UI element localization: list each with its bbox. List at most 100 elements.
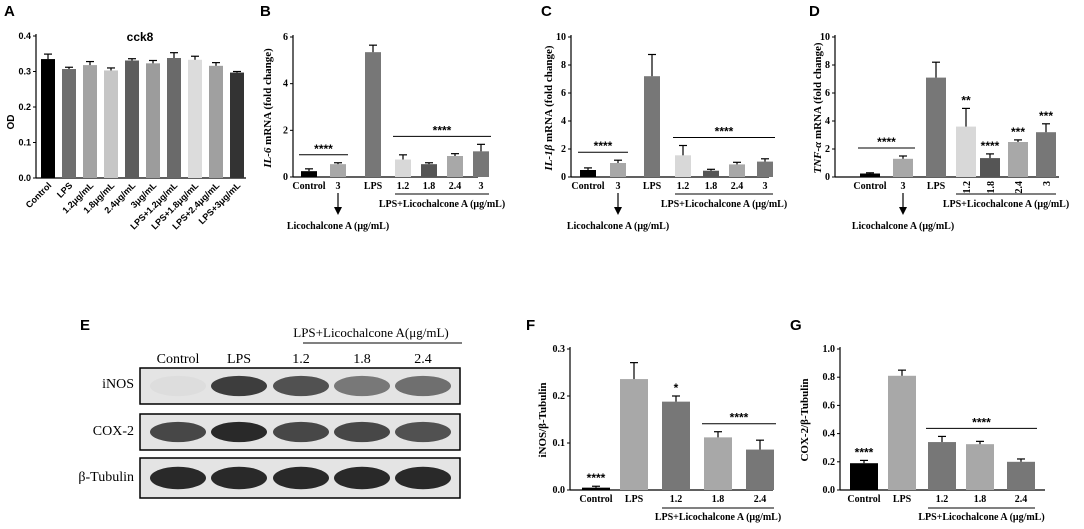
chart-c-sig-stars: **** [594,139,613,153]
chart-c-ytick-label: 8 [561,60,566,71]
chart-c-category-label: 3 [616,181,621,192]
panel-label-a: A [4,3,15,20]
chart-c-category-label: 1.2 [677,181,690,192]
chart-c-ylabel-rest: mRNA (fold change) [543,45,555,145]
chart-c-arrow-label: Licochalcone A (μg/mL) [567,221,669,232]
chart-a-bar [62,69,76,178]
chart-g-category-label: 1.8 [974,494,987,505]
chart-g-category-label: 1.2 [936,494,949,505]
chart-d-ytick-label: 2 [825,144,830,155]
chart-d-ylabel: TNF-α mRNA (fold change) [812,42,824,173]
panel-label-c: C [541,3,552,20]
chart-a-ytick-label: 0.2 [18,102,31,112]
chart-f-bar [620,379,648,490]
chart-b-il6: IL-6 mRNA (fold change) 0 2 4 6 Control 3 LPS 1… [262,32,505,232]
chart-d-bar-stars: **** [981,139,1000,153]
chart-b-bar [395,159,411,177]
chart-c-il1b: IL-1β mRNA (fold change) 0 2 4 6 8 10 Control 3… [543,32,787,232]
chart-a-title: cck8 [127,30,154,44]
blot-row-label-cox2: COX-2 [93,424,134,439]
chart-b-ytick-label: 2 [283,125,288,136]
chart-g-bar-stars: **** [855,445,874,459]
chart-b-ylabel-rest: mRNA (fold change) [262,48,274,148]
chart-a-ytick-label: 0.0 [18,173,31,183]
chart-a-ytick-label: 0.4 [18,31,31,41]
chart-b-bar [330,164,346,177]
chart-c-bar [610,163,626,177]
chart-a-ylabel: OD [6,115,17,130]
chart-g-bar [928,442,956,490]
chart-g-sig-stars: **** [972,415,991,429]
chart-g-ytick-label: 0.8 [823,372,836,383]
chart-b-arrow-label: Licochalcone A (μg/mL) [287,221,389,232]
chart-c-ytick-label: 4 [561,116,566,127]
chart-g-bar [966,444,994,490]
chart-g-cox2: COX-2/β-Tubulin 0.0 0.2 0.4 0.6 0.8 1.0 Contro… [799,344,1045,523]
chart-f-category-label: 1.8 [712,494,725,505]
chart-b-bar [421,164,437,177]
blot-row-label-tubulin: β-Tubulin [78,470,134,485]
chart-f-sig-stars: **** [730,411,749,425]
chart-c-bar [729,164,745,177]
chart-g-category-label: LPS [893,494,912,505]
chart-a-bar [146,63,160,178]
chart-f-bar [746,449,774,490]
blot-band [211,421,267,443]
chart-d-ytick-label: 4 [825,116,830,127]
chart-g-ytick-label: 1.0 [823,344,836,355]
chart-a-category-label: Control [24,180,54,210]
chart-d-bar [1036,132,1056,177]
blot-lane-1-2: 1.2 [292,352,310,367]
chart-c-ylabel-gene: IL-1β [543,144,555,171]
chart-g-ytick-label: 0.2 [823,457,836,468]
chart-g-category-label: 2.4 [1015,494,1028,505]
chart-c-category-label: 1.8 [705,181,718,192]
chart-d-category-label: 1.8 [986,181,997,194]
chart-c-bar [703,170,719,177]
chart-g-group-label: LPS+Licochalcone A (μg/mL) [918,512,1044,523]
blot-band [150,375,206,397]
chart-a-bar [125,60,139,179]
blot-band [395,421,451,443]
chart-c-arrow-head [614,207,622,215]
blot-band [150,421,206,443]
blot-lane-1-8: 1.8 [353,352,371,367]
panel-label-d: D [809,3,820,20]
chart-g-bar [1007,461,1035,490]
blot-band [395,466,451,490]
chart-f-category-label: 2.4 [754,494,767,505]
chart-b-category-label: 1.8 [423,181,436,192]
blot-band [211,375,267,397]
chart-a-bar [83,65,97,178]
chart-b-category-label: 3 [479,181,484,192]
chart-d-ytick-label: 0 [825,172,830,183]
chart-b-category-label: 2.4 [449,181,462,192]
chart-f-ytick-label: 0.2 [553,391,566,402]
blot-band [334,421,390,443]
chart-a-bar [104,70,118,178]
chart-c-sig-stars: **** [715,125,734,139]
chart-b-sig-stars: **** [314,142,333,156]
chart-d-category-label: 3 [1042,181,1053,186]
chart-d-ytick-label: 6 [825,88,830,99]
chart-c-ytick-label: 2 [561,144,566,155]
chart-c-bar [580,170,596,177]
chart-d-category-label: LPS [927,181,946,192]
chart-b-category-label: 3 [336,181,341,192]
blot-band [150,466,206,490]
chart-c-bar [757,161,773,177]
chart-d-arrow-label: Licochalcone A (μg/mL) [852,221,954,232]
chart-c-bar [675,155,691,177]
chart-f-bar [662,401,690,490]
chart-d-ytick-label: 10 [820,32,830,43]
blot-band [211,466,267,490]
blot-band [273,375,329,397]
panel-label-e: E [80,317,90,334]
chart-b-ytick-label: 6 [283,32,288,43]
chart-f-bar [582,487,610,490]
western-blot: LPS+Licochalcone A(μg/mL) Control LPS 1.… [78,325,462,499]
chart-f-ylabel: iNOS/β-Tubulin [537,382,549,457]
blot-lane-control: Control [157,352,200,367]
